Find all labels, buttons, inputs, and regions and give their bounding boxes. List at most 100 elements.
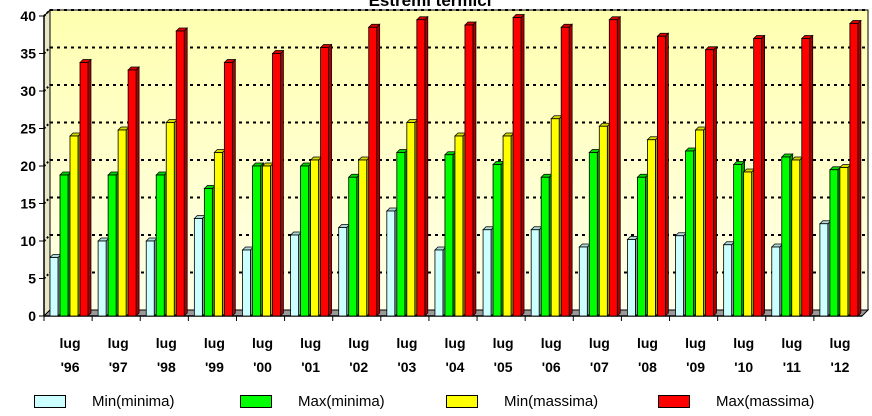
bar-max-massima-side — [87, 58, 92, 317]
gridline-side — [43, 159, 51, 167]
y-tick-label: 25 — [20, 121, 36, 137]
bar-max-massima — [175, 30, 185, 317]
legend-swatch — [446, 395, 478, 408]
gridline-side — [43, 121, 51, 130]
x-tick-label: lug — [348, 335, 369, 351]
legend-item: Max(massima) — [658, 393, 814, 410]
x-tick-label: '10 — [734, 359, 753, 375]
x-tick-label: '09 — [686, 359, 705, 375]
legend-item: Max(minima) — [240, 393, 385, 410]
bar-max-massima-side — [376, 23, 381, 317]
bar-max-minima — [492, 164, 502, 317]
bar-max-minima — [155, 174, 165, 317]
bar-max-minima — [540, 176, 550, 317]
bar-max-massima — [272, 53, 281, 317]
bar-min-minima — [578, 246, 588, 317]
legend-label: Max(minima) — [298, 393, 385, 410]
bar-min-minima — [49, 257, 59, 317]
bar-max-minima — [348, 176, 358, 317]
bar-min-massima — [502, 135, 512, 317]
bar-max-minima — [829, 169, 839, 317]
bar-min-massima — [695, 129, 704, 317]
bar-max-massima-side — [328, 43, 332, 317]
y-tick-label: 40 — [20, 8, 36, 24]
y-tick-label: 20 — [20, 158, 36, 174]
x-tick-label: lug — [829, 335, 850, 351]
bar-max-minima — [203, 188, 213, 317]
bar-min-minima — [819, 223, 829, 317]
bar-max-massima — [320, 47, 329, 317]
bar-max-massima — [849, 23, 859, 317]
bar-min-minima — [771, 246, 781, 317]
bar-min-massima — [213, 152, 223, 317]
bar-max-massima-side — [857, 19, 862, 317]
x-tick-label: lug — [204, 335, 225, 351]
x-tick-label: '98 — [157, 359, 176, 375]
bar-min-massima — [791, 159, 801, 317]
bar-max-massima — [416, 19, 426, 317]
gridline-side — [43, 46, 51, 55]
legend-label: Max(massima) — [716, 393, 815, 410]
bar-min-minima — [675, 235, 684, 317]
bar-max-minima — [107, 174, 117, 317]
bar-max-massima-side — [568, 23, 573, 317]
bar-min-minima — [627, 239, 636, 317]
bar-min-massima — [406, 122, 416, 317]
legend-item: Min(massima) — [446, 393, 598, 410]
chart-title: Estremi termici — [369, 0, 492, 10]
bar-min-minima — [145, 240, 155, 317]
y-tick-label: 15 — [20, 196, 36, 212]
x-tick-label: lug — [685, 335, 706, 351]
bar-max-massima-side — [472, 21, 477, 317]
bar-max-massima — [368, 26, 378, 317]
bar-min-minima — [193, 218, 203, 317]
bar-min-minima — [723, 244, 733, 317]
x-tick-label: lug — [252, 335, 273, 351]
bar-max-massima — [560, 26, 570, 317]
legend: Min(minima) Max(minima) Min(massima) Max(ma… — [0, 392, 872, 414]
legend-label: Min(minima) — [92, 393, 175, 410]
x-tick-label: '00 — [253, 359, 272, 375]
bar-max-massima-side — [232, 58, 236, 317]
bar-min-massima — [647, 139, 656, 317]
bar-max-massima — [657, 35, 666, 317]
bar-max-massima-side — [424, 15, 429, 317]
gridline-side — [43, 9, 51, 17]
gridline-side — [43, 196, 51, 205]
bar-min-massima — [310, 159, 319, 317]
bar-min-massima — [743, 171, 753, 317]
bar-max-minima — [733, 164, 743, 317]
x-tick-label: lug — [493, 335, 514, 351]
bar-max-massima — [753, 38, 763, 317]
bar-min-minima — [338, 227, 348, 317]
x-tick-label: lug — [60, 335, 81, 351]
x-tick-label: lug — [396, 335, 417, 351]
gridline-side — [43, 234, 51, 242]
x-tick-label: '07 — [590, 359, 609, 375]
bar-max-minima — [300, 165, 309, 317]
bar-max-massima — [127, 69, 137, 317]
x-tick-label: lug — [541, 335, 562, 351]
x-tick-label: '04 — [446, 359, 465, 375]
x-tick-label: lug — [637, 335, 658, 351]
bar-min-massima — [69, 135, 79, 317]
y-tick-label: 35 — [20, 46, 36, 62]
bar-max-massima-side — [520, 13, 525, 317]
bar-max-minima — [685, 150, 694, 317]
legend-swatch — [658, 395, 690, 408]
bar-min-minima — [482, 229, 492, 317]
bar-min-minima — [434, 249, 444, 317]
x-tick-label: '05 — [494, 359, 513, 375]
bar-min-massima — [358, 159, 368, 317]
bar-max-massima-side — [135, 66, 140, 317]
x-tick-label: lug — [108, 335, 129, 351]
bar-min-massima — [550, 118, 560, 317]
y-tick-label: 5 — [28, 271, 36, 287]
bar-max-massima — [705, 49, 714, 317]
bar-max-minima — [781, 156, 791, 317]
legend-swatch — [34, 395, 66, 408]
bar-max-massima-side — [280, 49, 284, 317]
x-tick-label: '03 — [397, 359, 416, 375]
bar-max-massima — [801, 38, 811, 317]
x-tick-label: '12 — [830, 359, 849, 375]
